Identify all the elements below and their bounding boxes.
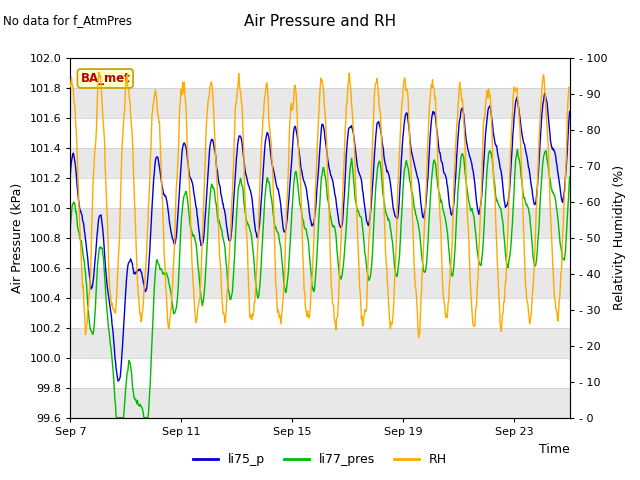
- Text: No data for f_AtmPres: No data for f_AtmPres: [3, 14, 132, 27]
- Bar: [70, 58, 570, 87]
- Bar: [70, 358, 570, 387]
- Bar: [70, 267, 570, 298]
- Bar: [70, 118, 570, 147]
- Text: BA_met: BA_met: [81, 72, 130, 85]
- Bar: [70, 298, 570, 327]
- Bar: [70, 238, 570, 267]
- Bar: [70, 207, 570, 238]
- Y-axis label: Air Pressure (kPa): Air Pressure (kPa): [11, 182, 24, 293]
- Bar: [70, 88, 570, 118]
- Bar: [70, 387, 570, 418]
- Bar: [70, 147, 570, 178]
- Text: Time: Time: [539, 443, 570, 456]
- Text: Air Pressure and RH: Air Pressure and RH: [244, 14, 396, 29]
- Y-axis label: Relativity Humidity (%): Relativity Humidity (%): [612, 165, 626, 310]
- Legend: li75_p, li77_pres, RH: li75_p, li77_pres, RH: [188, 448, 452, 471]
- Bar: [70, 327, 570, 358]
- Bar: [70, 178, 570, 207]
